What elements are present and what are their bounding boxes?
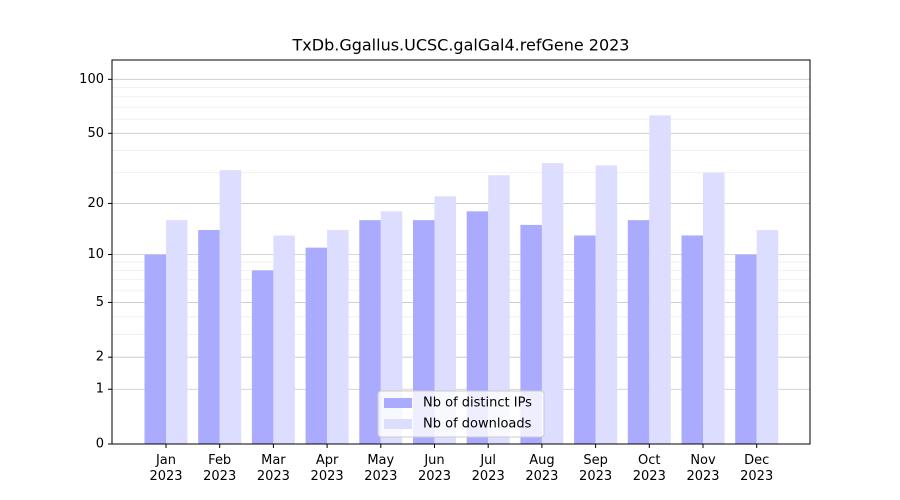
legend-box [377, 390, 545, 438]
y-tick-label: 100 [79, 72, 104, 87]
x-tick-label: Mar 2023 [256, 453, 290, 484]
bar [413, 220, 435, 444]
bar [681, 235, 703, 444]
x-tick-label: Jul 2023 [471, 453, 505, 484]
bar [627, 220, 650, 444]
bar [327, 230, 349, 444]
bar [520, 224, 542, 444]
bar [219, 170, 242, 444]
x-tick-label: Jun 2023 [417, 453, 452, 484]
bar [380, 211, 403, 444]
legend: Nb of distinct IPs Nb of downloads [377, 390, 545, 438]
y-tick-label: 0 [96, 437, 104, 452]
bar [273, 235, 295, 444]
y-tick-label: 5 [96, 295, 104, 310]
x-tick-label: Dec 2023 [740, 453, 774, 484]
legend-swatch [384, 398, 412, 408]
x-tick-label: Sep 2023 [579, 453, 613, 484]
x-tick-label: May 2023 [364, 453, 398, 484]
bar [359, 220, 381, 444]
bar [735, 254, 757, 444]
legend-label: Nb of distinct IPs [423, 396, 532, 411]
bar [488, 175, 510, 444]
x-tick-label: Aug 2023 [525, 453, 559, 484]
bar [703, 172, 725, 444]
bar [649, 115, 671, 444]
x-tick-label: Oct 2023 [632, 453, 666, 484]
bar [756, 230, 779, 444]
x-tick-label: Nov 2023 [686, 453, 720, 484]
legend-swatch [384, 419, 412, 429]
bar [541, 163, 564, 445]
x-tick-label: Feb 2023 [203, 453, 237, 484]
x-tick-label: Jan 2023 [149, 453, 183, 484]
bar [144, 254, 166, 444]
y-tick-label: 20 [87, 196, 104, 211]
bar [595, 165, 618, 444]
y-tick-label: 10 [87, 247, 104, 262]
y-tick-label: 1 [96, 382, 104, 397]
bar [305, 247, 328, 444]
y-tick-label: 2 [96, 350, 104, 365]
plot-frame [111, 59, 811, 445]
x-tick-label: Apr 2023 [310, 453, 344, 484]
bar [574, 235, 596, 444]
bar [198, 230, 220, 444]
bar [166, 220, 188, 444]
y-tick-label: 50 [87, 126, 104, 141]
bar [251, 270, 274, 444]
legend-label: Nb of downloads [423, 417, 532, 432]
chart-title: TxDb.Ggallus.UCSC.galGal4.refGene 2023 [292, 36, 630, 55]
bar [434, 196, 456, 444]
bar [466, 211, 489, 444]
